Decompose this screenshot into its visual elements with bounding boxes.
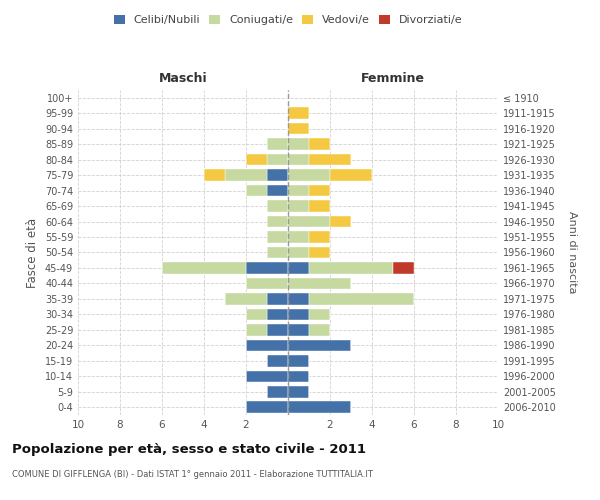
Bar <box>288 293 309 304</box>
Bar <box>267 200 288 212</box>
Bar <box>267 324 288 336</box>
Bar <box>330 170 372 181</box>
Bar <box>288 170 330 181</box>
Bar <box>204 170 225 181</box>
Bar <box>267 216 288 228</box>
Bar <box>246 185 267 196</box>
Bar <box>288 231 309 243</box>
Bar <box>267 185 288 196</box>
Bar <box>309 308 330 320</box>
Bar <box>309 246 330 258</box>
Bar <box>267 231 288 243</box>
Bar <box>267 293 288 304</box>
Bar <box>162 262 246 274</box>
Bar <box>288 386 309 398</box>
Bar <box>288 370 309 382</box>
Legend: Celibi/Nubili, Coniugati/e, Vedovi/e, Divorziati/e: Celibi/Nubili, Coniugati/e, Vedovi/e, Di… <box>109 10 467 30</box>
Text: COMUNE DI GIFFLENGA (BI) - Dati ISTAT 1° gennaio 2011 - Elaborazione TUTTITALIA.: COMUNE DI GIFFLENGA (BI) - Dati ISTAT 1°… <box>12 470 373 479</box>
Bar <box>267 355 288 366</box>
Bar <box>288 246 309 258</box>
Bar <box>288 355 309 366</box>
Bar <box>246 262 288 274</box>
Bar <box>288 308 309 320</box>
Bar <box>288 185 309 196</box>
Bar <box>246 402 288 413</box>
Bar <box>393 262 414 274</box>
Text: Maschi: Maschi <box>158 72 208 86</box>
Bar <box>288 340 351 351</box>
Bar <box>288 123 309 134</box>
Bar <box>309 138 330 150</box>
Bar <box>309 324 330 336</box>
Bar <box>267 246 288 258</box>
Bar <box>288 216 330 228</box>
Bar <box>330 216 351 228</box>
Bar <box>288 324 309 336</box>
Bar <box>246 308 267 320</box>
Bar <box>246 370 288 382</box>
Text: Femmine: Femmine <box>361 72 425 86</box>
Bar <box>309 262 393 274</box>
Bar <box>246 324 267 336</box>
Bar <box>288 200 309 212</box>
Bar <box>309 154 351 166</box>
Bar <box>267 386 288 398</box>
Bar <box>309 231 330 243</box>
Y-axis label: Fasce di età: Fasce di età <box>26 218 39 288</box>
Bar <box>225 170 267 181</box>
Bar <box>246 340 288 351</box>
Bar <box>309 200 330 212</box>
Text: Popolazione per età, sesso e stato civile - 2011: Popolazione per età, sesso e stato civil… <box>12 442 366 456</box>
Bar <box>288 262 309 274</box>
Y-axis label: Anni di nascita: Anni di nascita <box>567 211 577 294</box>
Bar <box>288 138 309 150</box>
Bar <box>288 108 309 119</box>
Bar <box>267 138 288 150</box>
Bar <box>225 293 267 304</box>
Bar <box>267 170 288 181</box>
Bar <box>309 293 414 304</box>
Bar <box>267 154 288 166</box>
Bar <box>288 154 309 166</box>
Bar <box>246 154 267 166</box>
Bar <box>288 278 351 289</box>
Bar <box>288 402 351 413</box>
Bar <box>246 278 288 289</box>
Bar <box>267 308 288 320</box>
Bar <box>309 185 330 196</box>
